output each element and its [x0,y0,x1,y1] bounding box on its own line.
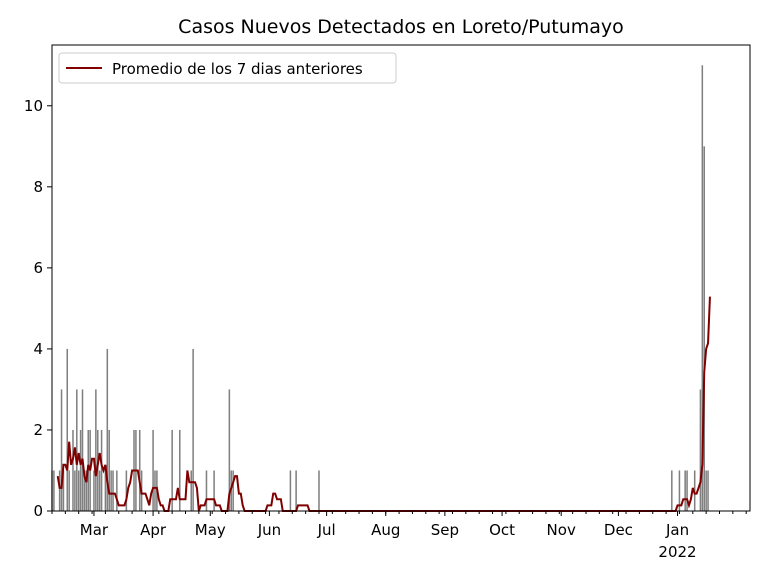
bar [95,389,97,511]
bar [125,470,128,511]
bar [232,470,234,511]
y-axis: 0 2 4 6 8 10 [24,97,52,520]
x-tick-label: Aug [371,521,400,539]
bar [76,389,78,511]
x-tick-year-label: 2022 [658,543,696,561]
bar [60,389,63,511]
x-tick-label: Nov [547,521,576,539]
bar-series [51,65,709,512]
y-tick-label: 0 [33,502,43,520]
bar [684,470,686,511]
bar [699,389,702,511]
bar [192,348,194,511]
bar [68,470,70,511]
bar [98,470,101,511]
legend-box [58,52,397,84]
bar [171,429,173,511]
x-tick-label: Jun [257,521,281,539]
bar [85,470,88,511]
y-tick-label: 4 [33,340,43,358]
x-tick-label: Oct [489,521,515,539]
bar [77,470,80,511]
bar [58,470,61,511]
bar [686,470,688,511]
bar [83,470,86,511]
bar [110,470,112,511]
bar [228,389,231,511]
bar [289,470,292,511]
bar [205,470,208,511]
plot-frame [51,44,751,512]
bar [671,470,673,511]
y-tick-label: 2 [33,421,43,439]
legend: Promedio de los 7 dias anteriores [58,52,397,84]
x-tick-label: May [195,521,226,539]
bar [152,429,154,511]
bar [678,470,681,511]
bar [318,470,320,511]
bar [93,470,95,511]
bar [703,146,705,512]
bar [79,429,82,511]
bar [116,470,118,511]
bar [104,470,107,511]
chart-title: Casos Nuevos Detectados en Loreto/Putuma… [178,16,624,38]
y-tick-label: 10 [24,97,43,115]
bar [100,429,103,511]
x-tick-label: Mar [80,521,109,539]
bar [154,470,156,511]
bar [62,470,65,511]
bar [707,470,709,511]
bar [81,389,84,511]
bar [705,470,707,511]
bar [53,470,55,511]
x-tick-label: Apr [140,521,167,539]
x-axis: Mar Apr May Jun Jul Aug Sep Oct Nov Dec Jan 2022 [51,511,747,561]
y-tick-label: 8 [33,178,43,196]
bar [701,65,704,511]
x-tick-label: Jan [665,521,689,539]
bar [74,470,76,511]
x-tick-label: Jul [317,521,336,539]
legend-label: Promedio de los 7 dias anteriores [112,60,363,78]
bar [179,429,181,511]
bar [295,470,297,511]
bar [106,348,109,511]
bar [190,470,192,511]
bar [72,429,74,511]
bar [138,429,141,511]
bar [112,470,114,511]
x-tick-label: Dec [604,521,633,539]
bar [213,470,215,511]
bar [108,429,110,511]
bar [66,348,69,511]
y-tick-label: 6 [33,259,43,277]
x-tick-label: Sep [431,521,459,539]
